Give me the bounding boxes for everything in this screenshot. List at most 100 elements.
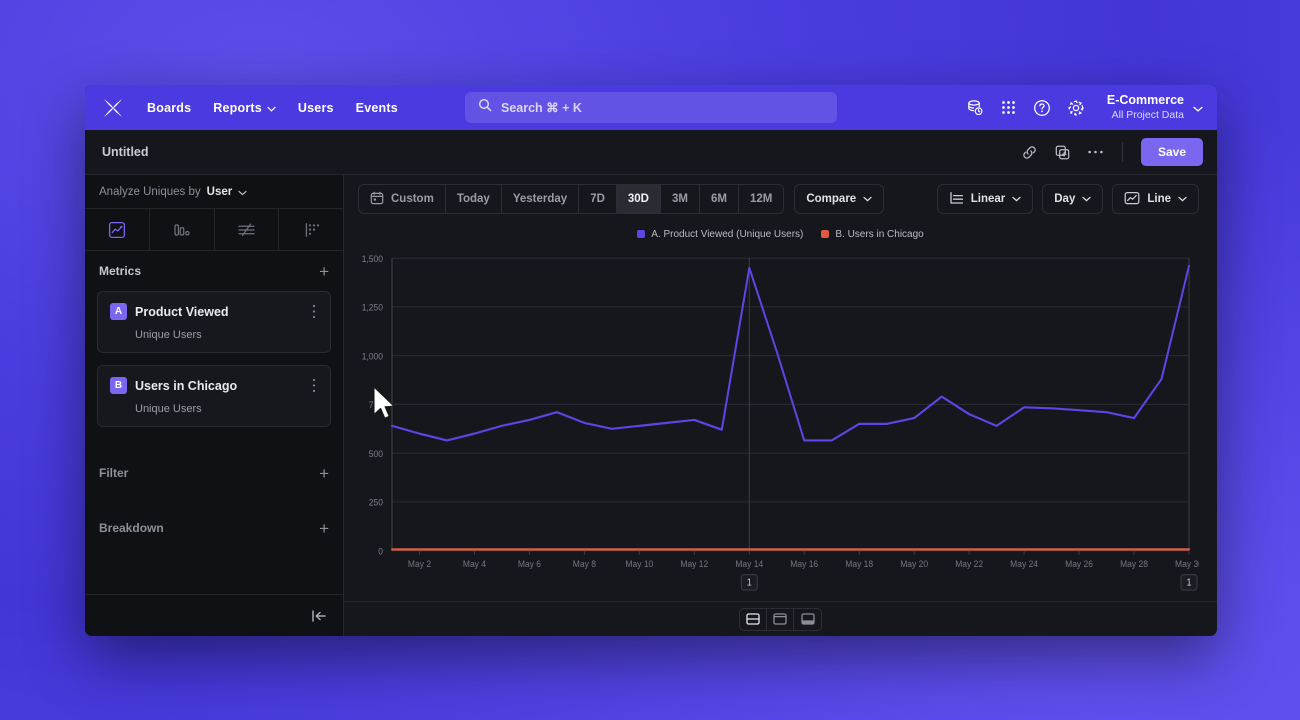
- date-range-30d[interactable]: 30D: [616, 185, 661, 213]
- date-range-3m[interactable]: 3M: [661, 185, 700, 213]
- chevron-down-icon: [1012, 193, 1021, 205]
- help-icon[interactable]: [1033, 99, 1051, 117]
- x-logo-icon[interactable]: [101, 96, 125, 120]
- legend-label-a: A. Product Viewed (Unique Users): [651, 228, 804, 240]
- divider: [1121, 142, 1123, 162]
- nav-link-events-label: Events: [355, 100, 398, 115]
- date-range-today[interactable]: Today: [446, 185, 502, 213]
- date-range-custom[interactable]: Custom: [359, 185, 446, 213]
- legend-label-b: B. Users in Chicago: [835, 228, 924, 240]
- nav-links: Boards Reports Users Events: [147, 101, 398, 115]
- legend-item-a[interactable]: A. Product Viewed (Unique Users): [637, 229, 803, 240]
- nav-link-reports[interactable]: Reports: [213, 101, 276, 115]
- chart-legend: A. Product Viewed (Unique Users) B. User…: [344, 223, 1217, 245]
- project-selector[interactable]: E-Commerce All Project Data: [1107, 93, 1203, 122]
- link-icon[interactable]: [1021, 144, 1038, 161]
- metrics-title: Metrics: [99, 264, 142, 278]
- visualization-type-tabs: [85, 209, 343, 251]
- filter-section-header: Filter +: [85, 453, 343, 493]
- nav-link-boards-label: Boards: [147, 100, 192, 115]
- project-scope: All Project Data: [1111, 108, 1184, 121]
- add-filter-button[interactable]: +: [319, 463, 329, 483]
- layout-split-button[interactable]: [740, 608, 767, 630]
- page-title[interactable]: Untitled: [102, 145, 149, 159]
- metric-card-product-viewed[interactable]: A Product Viewed Unique Users: [97, 291, 331, 353]
- date-range-6m-label: 6M: [710, 193, 727, 205]
- page-badge[interactable]: 1: [1180, 574, 1198, 591]
- collapse-sidebar-button[interactable]: [85, 594, 343, 636]
- project-name: E-Commerce: [1106, 93, 1184, 108]
- x-axis-tick-label: May 26: [1065, 559, 1093, 569]
- x-axis-tick-label: May 12: [680, 559, 708, 569]
- date-range-today-label: Today: [456, 193, 490, 205]
- bar-chart-tab[interactable]: [150, 209, 215, 250]
- chart-toolbar: Custom Today Yesterday 7D 30D: [344, 175, 1217, 223]
- document-actions: Save: [1021, 138, 1203, 166]
- line-chart-svg: 0 250 500 750 1,000 1,250 1,500 May 2 May 4 May 6…: [362, 254, 1199, 591]
- page-badge[interactable]: 1: [740, 574, 758, 591]
- layout-toggle-group: [739, 607, 822, 631]
- legend-item-b[interactable]: B. Users in Chicago: [821, 228, 924, 240]
- date-range-3m-label: 3M: [672, 193, 688, 205]
- flow-chart-tab[interactable]: [215, 209, 280, 250]
- x-axis-tick-label: May 14: [735, 559, 763, 569]
- more-icon[interactable]: [1087, 149, 1104, 155]
- metric-badge-b: B: [110, 377, 127, 394]
- analyze-value-dropdown[interactable]: User: [206, 185, 233, 198]
- line-chart-tab[interactable]: [85, 209, 150, 250]
- calendar-icon: [370, 191, 384, 208]
- date-range-yesterday[interactable]: Yesterday: [502, 185, 580, 213]
- x-axis-tick-label: May 20: [900, 559, 928, 569]
- x-axis-tick-label: May 16: [790, 559, 818, 569]
- chart-plot-area[interactable]: 0 250 500 750 1,000 1,250 1,500 May 2 May 4 May 6…: [344, 245, 1217, 601]
- scale-dropdown[interactable]: Linear: [936, 184, 1034, 214]
- x-axis-tick-label: May 22: [955, 559, 983, 569]
- x-axis-tick-label: May 2: [408, 559, 431, 569]
- y-axis-tick-label: 750: [369, 400, 383, 410]
- svg-text:1: 1: [1186, 576, 1191, 587]
- add-metric-button[interactable]: +: [319, 261, 329, 281]
- gear-icon[interactable]: [1067, 99, 1085, 117]
- date-range-6m[interactable]: 6M: [700, 185, 739, 213]
- charttype-dropdown[interactable]: Line: [1112, 184, 1199, 214]
- compare-label: Compare: [806, 193, 857, 205]
- metric-card-users-in-chicago[interactable]: B Users in Chicago Unique Users: [97, 365, 331, 427]
- analyze-by-bar: Analyze Uniques by User: [85, 175, 343, 209]
- breakdown-section-header: Breakdown +: [85, 508, 343, 548]
- layout-bottom-button[interactable]: [794, 609, 821, 630]
- search-input[interactable]: Search ⌘ + K: [465, 92, 837, 123]
- date-range-12m[interactable]: 12M: [739, 185, 783, 213]
- legend-swatch-b: [821, 230, 830, 238]
- compare-dropdown[interactable]: Compare: [795, 185, 883, 213]
- interval-dropdown[interactable]: Day: [1042, 184, 1104, 214]
- table-chart-tab[interactable]: [279, 209, 343, 250]
- y-axis-tick-label: 0: [378, 546, 383, 556]
- nav-link-users[interactable]: Users: [298, 101, 334, 115]
- add-breakdown-button[interactable]: +: [319, 518, 329, 538]
- metrics-section-header: Metrics +: [85, 251, 343, 291]
- metric-menu-icon[interactable]: [310, 304, 318, 319]
- x-axis-tick-label: May 30: [1175, 559, 1199, 569]
- sidebar-spacer: [85, 548, 343, 594]
- save-button[interactable]: Save: [1140, 138, 1203, 166]
- linear-scale-icon: [949, 191, 964, 208]
- chart-footer: [344, 601, 1217, 636]
- date-range-custom-label: Custom: [391, 193, 434, 205]
- interval-label: Day: [1054, 193, 1076, 205]
- metric-menu-icon[interactable]: [310, 378, 318, 393]
- compare-group: Compare: [794, 184, 885, 214]
- date-range-7d[interactable]: 7D: [579, 185, 617, 213]
- duplicate-icon[interactable]: [1054, 144, 1071, 161]
- y-axis-tick-label: 250: [369, 497, 383, 507]
- chart-panel: Custom Today Yesterday 7D 30D: [344, 175, 1217, 636]
- database-icon[interactable]: [966, 99, 984, 117]
- layout-full-button[interactable]: [767, 608, 794, 630]
- x-axis-tick-label: May 18: [845, 559, 873, 569]
- x-axis-tick-label: May 8: [573, 559, 596, 569]
- nav-link-events[interactable]: Events: [356, 101, 398, 115]
- x-axis-tick-label: May 4: [463, 559, 486, 569]
- grid-apps-icon[interactable]: [1000, 99, 1017, 116]
- date-range-12m-label: 12M: [749, 193, 773, 205]
- nav-link-boards[interactable]: Boards: [147, 101, 191, 115]
- nav-right-group: E-Commerce All Project Data: [966, 93, 1203, 122]
